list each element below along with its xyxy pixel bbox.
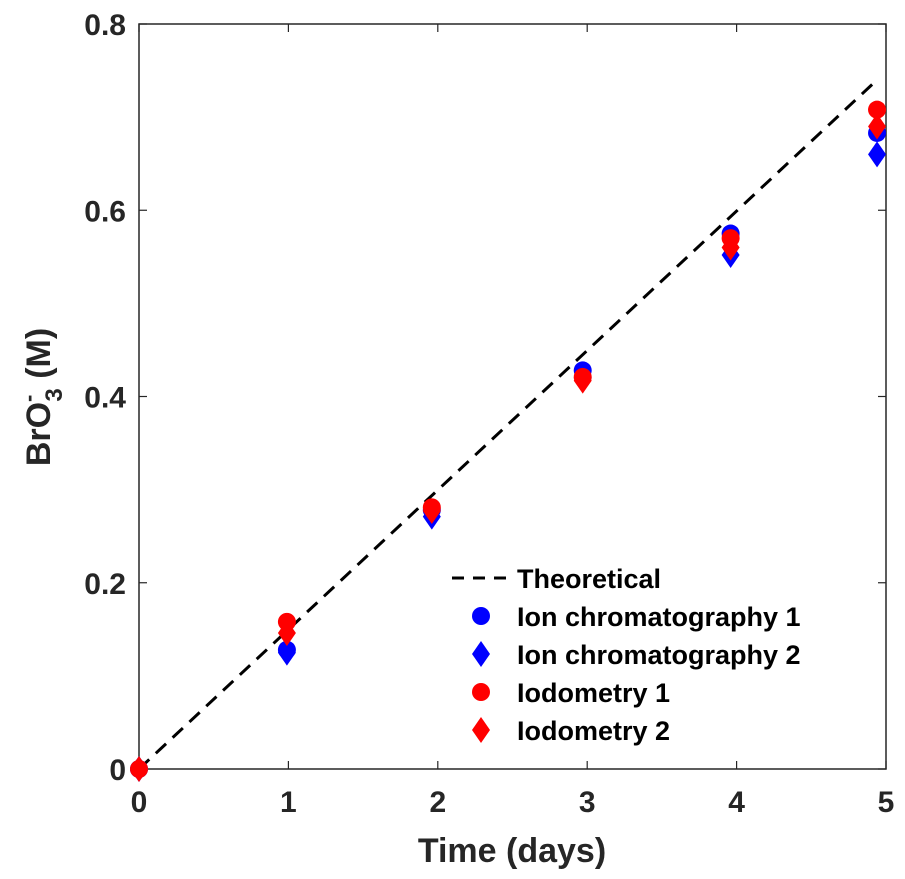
data-point: [277, 612, 296, 631]
legend-item: Iodometry 1: [472, 678, 670, 708]
data-point: [868, 141, 887, 168]
series-theoretical: [137, 78, 879, 771]
data-point: [277, 640, 296, 659]
legend-label: Theoretical: [517, 564, 661, 594]
y-tick-label: 0.2: [84, 568, 126, 601]
data-point: [868, 100, 887, 119]
legend-label: Iodometry 1: [517, 678, 670, 708]
series-iodometry-1: [130, 100, 887, 778]
y-axis-label-unit: (M): [20, 328, 58, 388]
x-tick-label: 5: [878, 786, 895, 819]
data-point: [422, 498, 441, 517]
legend-label: Iodometry 2: [517, 716, 670, 746]
y-tick-label: 0.6: [84, 195, 126, 228]
y-axis-label-sub: 3: [41, 388, 68, 401]
circle-marker-icon: [472, 607, 490, 625]
x-tick-label: 0: [131, 786, 148, 819]
diamond-marker-icon: [472, 717, 490, 743]
y-tick-label: 0.4: [84, 382, 126, 415]
x-tick-label: 4: [728, 786, 745, 819]
y-axis-label-sup: -: [16, 395, 41, 402]
x-axis-label: Time (days): [418, 832, 606, 870]
y-axis-label: BrO-3 (M): [16, 328, 68, 466]
legend-label: Ion chromatography 1: [517, 602, 801, 632]
data-point: [573, 367, 592, 386]
y-tick-label: 0.8: [84, 9, 126, 42]
series-ion-chromatography-1: [130, 123, 887, 778]
plot-series: [130, 78, 887, 782]
legend-item: Theoretical: [452, 564, 661, 594]
legend-item: Iodometry 2: [472, 716, 670, 746]
circle-marker-icon: [472, 683, 490, 701]
legend-item: Ion chromatography 2: [472, 640, 801, 670]
data-point: [721, 229, 740, 248]
x-tick-label: 1: [280, 786, 297, 819]
y-axis-ticks: 0 0.2 0.4 0.6 0.8: [84, 9, 886, 787]
theoretical-line: [137, 78, 879, 771]
y-tick-label: 0: [109, 754, 126, 787]
x-tick-label: 2: [429, 786, 446, 819]
series-iodometry-2: [130, 113, 887, 782]
data-point: [130, 760, 148, 778]
x-tick-label: 3: [579, 786, 596, 819]
diamond-marker-icon: [472, 641, 490, 667]
series-ion-chromatography-2: [130, 141, 887, 782]
y-axis-label-main: BrO: [20, 402, 58, 466]
legend-item: Ion chromatography 1: [472, 602, 801, 632]
legend-label: Ion chromatography 2: [517, 640, 801, 670]
x-axis-ticks: 0 1 2 3 4 5: [131, 24, 895, 819]
legend: Theoretical Ion chromatography 1 Ion chrom…: [452, 564, 801, 746]
data-point: [868, 113, 887, 140]
